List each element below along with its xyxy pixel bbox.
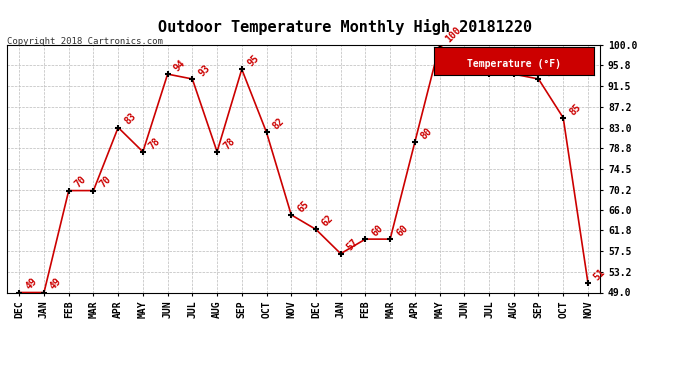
Text: 62: 62 [320, 213, 335, 229]
Text: 95: 95 [246, 53, 262, 69]
Text: 83: 83 [122, 111, 138, 127]
Text: 82: 82 [270, 116, 286, 132]
Text: 51: 51 [592, 267, 607, 282]
Text: 49: 49 [23, 276, 39, 292]
Text: 70: 70 [97, 174, 113, 190]
Text: 85: 85 [567, 102, 583, 117]
Text: 94: 94 [493, 58, 509, 74]
Text: 94: 94 [172, 58, 187, 74]
Text: Copyright 2018 Cartronics.com: Copyright 2018 Cartronics.com [7, 38, 163, 46]
Text: 93: 93 [542, 63, 558, 78]
Text: 57: 57 [345, 237, 360, 253]
Text: 49: 49 [48, 276, 63, 292]
Text: 95: 95 [469, 53, 484, 69]
Text: 78: 78 [221, 136, 237, 151]
Text: 70: 70 [73, 174, 88, 190]
Text: 93: 93 [197, 63, 212, 78]
Text: 94: 94 [518, 58, 533, 74]
Text: 60: 60 [370, 223, 385, 238]
Text: 65: 65 [295, 199, 310, 214]
Text: 100: 100 [444, 25, 463, 44]
Text: 80: 80 [419, 126, 435, 141]
Text: Outdoor Temperature Monthly High 20181220: Outdoor Temperature Monthly High 2018122… [158, 19, 532, 35]
Text: 78: 78 [147, 136, 162, 151]
Text: 60: 60 [394, 223, 410, 238]
